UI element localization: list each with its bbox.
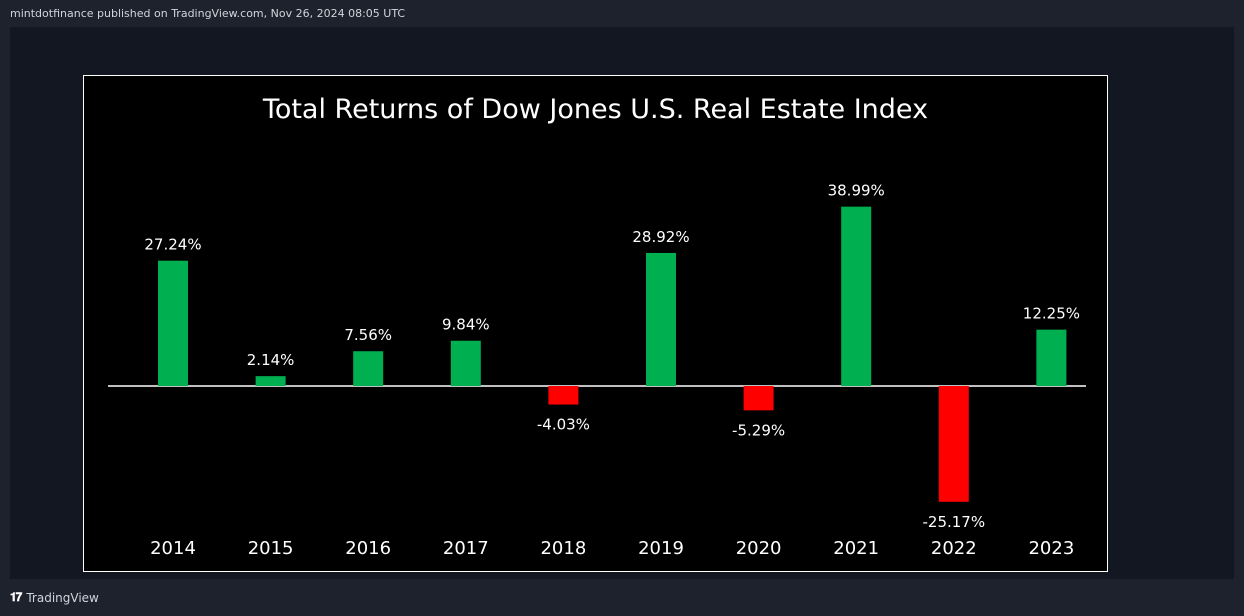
x-tick-label-2019: 2019: [638, 538, 684, 559]
chart-image: Total Returns of Dow Jones U.S. Real Est…: [83, 75, 1108, 572]
x-tick-label-2022: 2022: [931, 538, 977, 559]
tradingview-label: TradingView: [26, 590, 99, 605]
x-tick-label-2020: 2020: [736, 538, 782, 559]
data-label-2018: -4.03%: [537, 416, 590, 434]
publish-info: mintdotfinance published on TradingView.…: [10, 7, 406, 20]
chart-panel[interactable]: Total Returns of Dow Jones U.S. Real Est…: [10, 27, 1234, 579]
bar-2021: [841, 206, 872, 386]
x-tick-label-2023: 2023: [1028, 538, 1074, 559]
chart-title: Total Returns of Dow Jones U.S. Real Est…: [262, 94, 929, 125]
data-label-2015: 2.14%: [247, 351, 295, 369]
data-label-2021: 38.99%: [828, 182, 885, 200]
data-label-2023: 12.25%: [1023, 305, 1080, 323]
bar-2019: [646, 252, 676, 386]
tradingview-logo-icon: 𝟏𝟕: [10, 590, 22, 604]
bar-2018: [548, 386, 579, 405]
bar-2020: [743, 386, 774, 411]
footer-brand[interactable]: 𝟏𝟕 TradingView: [10, 590, 99, 605]
bar-2022: [938, 386, 969, 502]
bar-chart: 27.24% 2014 2.14% 2015 7.56% 2016 9.84% 2017 -4.…: [108, 182, 1086, 559]
data-label-2022: -25.17%: [922, 513, 985, 531]
data-label-2017: 9.84%: [442, 316, 490, 334]
x-tick-label-2016: 2016: [345, 538, 391, 559]
bar-2014: [158, 260, 188, 386]
data-label-2016: 7.56%: [344, 326, 392, 344]
data-label-2020: -5.29%: [732, 421, 785, 439]
data-label-2019: 28.92%: [632, 228, 689, 246]
x-tick-label-2015: 2015: [248, 538, 294, 559]
x-tick-label-2018: 2018: [540, 538, 586, 559]
x-tick-label-2014: 2014: [150, 538, 196, 559]
bar-2017: [450, 340, 481, 386]
data-label-2014: 27.24%: [144, 236, 201, 254]
x-tick-label-2021: 2021: [833, 538, 879, 559]
x-tick-label-2017: 2017: [443, 538, 489, 559]
bar-2016: [353, 351, 384, 386]
bar-2015: [255, 376, 286, 386]
bar-2023: [1036, 329, 1067, 386]
